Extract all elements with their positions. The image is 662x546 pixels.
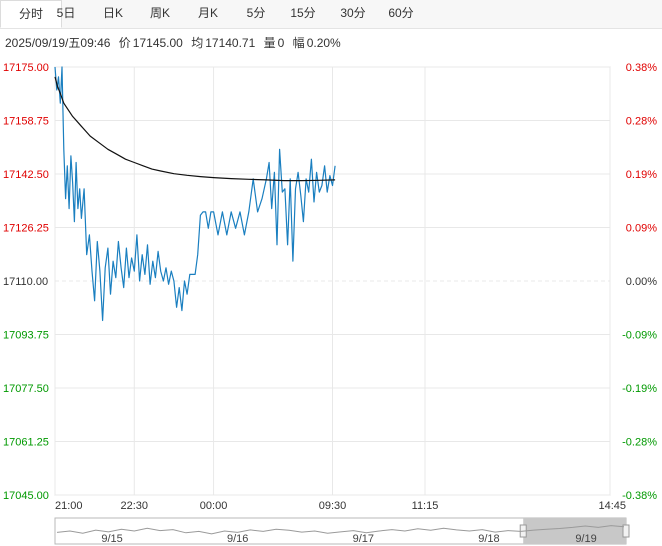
tab-2[interactable]: 5日 xyxy=(56,6,76,20)
x-tick-label: 14:45 xyxy=(598,500,626,512)
time-range-navigator[interactable]: 9/15 9/16 9/17 9/18 9/19 xyxy=(0,512,662,546)
volume-value: 0 xyxy=(277,36,285,50)
x-tick-label: 00:00 xyxy=(200,500,228,512)
y-tick-label-right: 0.38% xyxy=(626,62,657,74)
change-label: 幅 xyxy=(292,36,305,50)
y-tick-label-right: -0.09% xyxy=(622,330,657,342)
average-price-line xyxy=(54,76,336,182)
tab-4[interactable]: 周K xyxy=(149,6,170,20)
y-tick-label-right: 0.28% xyxy=(626,116,657,128)
avg-label: 均 xyxy=(191,36,204,50)
y-tick-label-right: -0.28% xyxy=(622,437,657,449)
navigator-handle-right[interactable] xyxy=(622,524,630,538)
period-tab-bar: 分时 5日 日K 周K 月K 5分 15分 30分 60分 xyxy=(0,0,662,29)
tab-3[interactable]: 日K xyxy=(102,6,123,20)
volume-label: 量 xyxy=(263,36,276,50)
navigator-day-label: 9/18 xyxy=(478,533,499,545)
x-tick-label: 09:30 xyxy=(319,500,347,512)
y-tick-label-right: -0.38% xyxy=(622,490,657,502)
y-tick-label-left: 17175.00 xyxy=(3,62,49,74)
y-tick-label-left: 17158.75 xyxy=(3,116,49,128)
navigator-trend-line xyxy=(56,525,625,535)
navigator-day-label: 9/16 xyxy=(227,533,248,545)
y-tick-label-left: 17126.25 xyxy=(3,223,49,235)
y-tick-label-left: 17142.50 xyxy=(3,169,49,181)
navigator-selected-range[interactable] xyxy=(523,518,626,544)
price-label: 价 xyxy=(118,36,131,50)
tab-6[interactable]: 5分 xyxy=(246,6,266,20)
x-tick-label: 11:15 xyxy=(412,500,439,512)
intraday-chart[interactable]: 17175.00 0.38% 17158.75 0.28% 17142.50 0.19% 1… xyxy=(0,56,662,512)
y-tick-label-right: 0.09% xyxy=(626,223,657,235)
y-tick-label-right: 0.00% xyxy=(626,276,657,288)
tab-7[interactable]: 15分 xyxy=(290,6,316,20)
navigator-day-label: 9/17 xyxy=(353,533,374,545)
y-tick-label-left: 17110.00 xyxy=(3,276,48,288)
quote-datetime: 2025/09/19/五09:46 xyxy=(5,36,111,50)
y-tick-label-right: 0.19% xyxy=(626,169,657,181)
tab-1[interactable]: 分时 xyxy=(0,0,62,28)
y-tick-label-right: -0.19% xyxy=(622,383,657,395)
avg-value: 17140.71 xyxy=(205,36,256,50)
navigator-day-label: 9/19 xyxy=(575,533,596,545)
y-tick-label-left: 17077.50 xyxy=(3,383,49,395)
price-line xyxy=(54,66,336,322)
x-tick-label: 22:30 xyxy=(121,500,149,512)
y-tick-label-left: 17045.00 xyxy=(3,490,49,502)
price-value: 17145.00 xyxy=(132,36,183,50)
navigator-day-label: 9/15 xyxy=(101,533,122,545)
tab-5[interactable]: 月K xyxy=(197,6,218,20)
y-tick-label-left: 17061.25 xyxy=(3,437,49,449)
x-tick-label: 21:00 xyxy=(55,500,83,512)
tab-9[interactable]: 60分 xyxy=(388,6,414,20)
y-tick-label-left: 17093.75 xyxy=(3,330,49,342)
change-value: 0.20% xyxy=(306,36,341,50)
tab-8[interactable]: 30分 xyxy=(340,6,366,20)
